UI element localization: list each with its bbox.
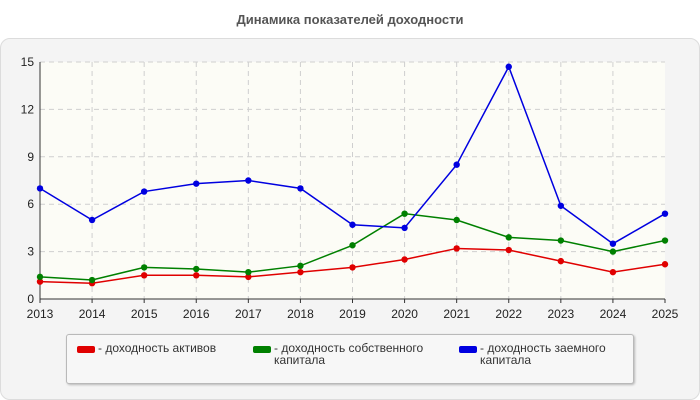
chart-title: Динамика показателей доходности <box>236 12 464 27</box>
series-point-0 <box>505 246 512 254</box>
y-tick-label: 15 <box>21 55 35 69</box>
series-point-1 <box>297 262 304 270</box>
x-tick-label: 2018 <box>287 307 314 321</box>
legend-label-debt: - доходность заемного капитала <box>480 341 606 367</box>
legend-swatch-equity <box>253 346 271 353</box>
series-point-0 <box>557 257 565 265</box>
y-tick-label: 6 <box>27 197 34 211</box>
x-tick-label: 2014 <box>79 307 106 321</box>
series-point-2 <box>36 185 44 192</box>
legend-swatch-debt <box>459 346 477 353</box>
series-point-0 <box>349 264 356 271</box>
legend-label-equity: - доходность собственного капитала <box>274 341 424 367</box>
x-tick-label: 2025 <box>652 307 679 321</box>
legend-item-assets: - доходность активов <box>77 342 216 354</box>
series-point-2 <box>297 185 304 192</box>
series-point-1 <box>609 248 617 255</box>
series-point-2 <box>401 224 408 232</box>
legend-item-equity: - доходность собственного капитала <box>253 342 434 366</box>
series-point-1 <box>505 234 512 241</box>
y-tick-label: 12 <box>21 102 35 116</box>
series-point-1 <box>349 242 356 249</box>
series-point-1 <box>453 216 460 224</box>
series-point-2 <box>193 180 200 187</box>
series-point-2 <box>245 177 252 184</box>
legend-item-debt: - доходность заемного капитала <box>459 342 633 366</box>
series-point-0 <box>245 273 252 281</box>
legend: - доходность активов - доходность собств… <box>66 334 634 384</box>
series-point-0 <box>140 272 148 279</box>
x-tick-label: 2019 <box>339 307 366 321</box>
series-point-1 <box>88 276 96 284</box>
legend-label-assets: - доходность активов <box>98 341 217 355</box>
x-tick-label: 2015 <box>131 307 158 321</box>
series-point-0 <box>36 278 44 285</box>
x-tick-label: 2016 <box>183 307 210 321</box>
series-point-2 <box>140 188 148 195</box>
x-tick-label: 2022 <box>495 307 522 321</box>
series-point-1 <box>36 273 44 281</box>
y-tick-label: 9 <box>27 150 34 164</box>
series-point-0 <box>661 261 669 268</box>
series-point-1 <box>557 237 565 244</box>
series-point-2 <box>661 210 669 217</box>
series-point-2 <box>609 240 617 247</box>
series-point-2 <box>88 216 96 224</box>
series-point-1 <box>245 268 252 276</box>
x-tick-label: 2017 <box>235 307 262 321</box>
x-tick-label: 2023 <box>547 307 574 321</box>
x-tick-label: 2024 <box>600 307 627 321</box>
series-point-0 <box>193 272 200 279</box>
x-tick-label: 2020 <box>391 307 418 321</box>
series-point-0 <box>297 268 304 276</box>
series-point-1 <box>140 264 148 271</box>
x-tick-label: 2013 <box>27 307 54 321</box>
series-point-0 <box>453 245 460 252</box>
series-point-1 <box>193 265 200 273</box>
series-point-1 <box>401 210 408 217</box>
series-point-0 <box>609 268 617 276</box>
series-point-2 <box>453 161 460 168</box>
series-point-0 <box>401 256 408 263</box>
series-point-2 <box>557 202 565 209</box>
legend-swatch-assets <box>77 346 95 353</box>
series-point-2 <box>505 63 512 70</box>
series-point-1 <box>661 237 669 244</box>
series-point-2 <box>349 221 356 228</box>
y-tick-label: 3 <box>27 245 34 259</box>
y-tick-label: 0 <box>27 292 34 306</box>
x-tick-label: 2021 <box>443 307 470 321</box>
